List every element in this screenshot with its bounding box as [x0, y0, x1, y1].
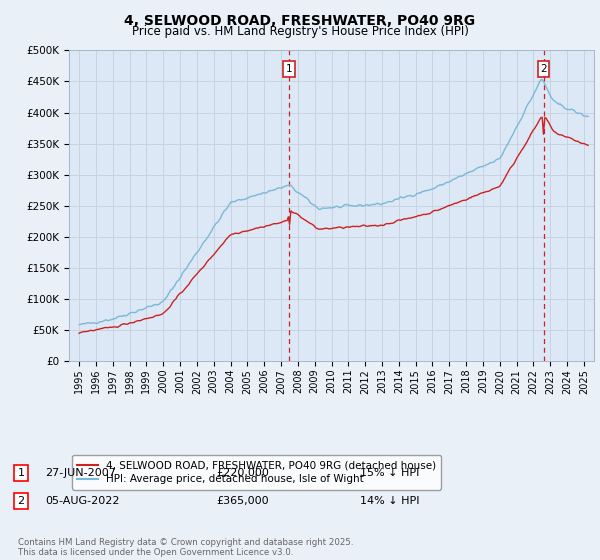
- Text: 1: 1: [17, 468, 25, 478]
- Text: 2: 2: [17, 496, 25, 506]
- Text: 4, SELWOOD ROAD, FRESHWATER, PO40 9RG: 4, SELWOOD ROAD, FRESHWATER, PO40 9RG: [124, 14, 476, 28]
- Legend: 4, SELWOOD ROAD, FRESHWATER, PO40 9RG (detached house), HPI: Average price, deta: 4, SELWOOD ROAD, FRESHWATER, PO40 9RG (d…: [71, 455, 441, 489]
- Text: 14% ↓ HPI: 14% ↓ HPI: [360, 496, 419, 506]
- Text: 05-AUG-2022: 05-AUG-2022: [45, 496, 119, 506]
- Text: 27-JUN-2007: 27-JUN-2007: [45, 468, 116, 478]
- Text: £365,000: £365,000: [216, 496, 269, 506]
- Text: Contains HM Land Registry data © Crown copyright and database right 2025.
This d: Contains HM Land Registry data © Crown c…: [18, 538, 353, 557]
- Text: £220,000: £220,000: [216, 468, 269, 478]
- Text: 15% ↓ HPI: 15% ↓ HPI: [360, 468, 419, 478]
- Text: 2: 2: [540, 64, 547, 74]
- Text: 1: 1: [286, 64, 293, 74]
- Text: Price paid vs. HM Land Registry's House Price Index (HPI): Price paid vs. HM Land Registry's House …: [131, 25, 469, 38]
